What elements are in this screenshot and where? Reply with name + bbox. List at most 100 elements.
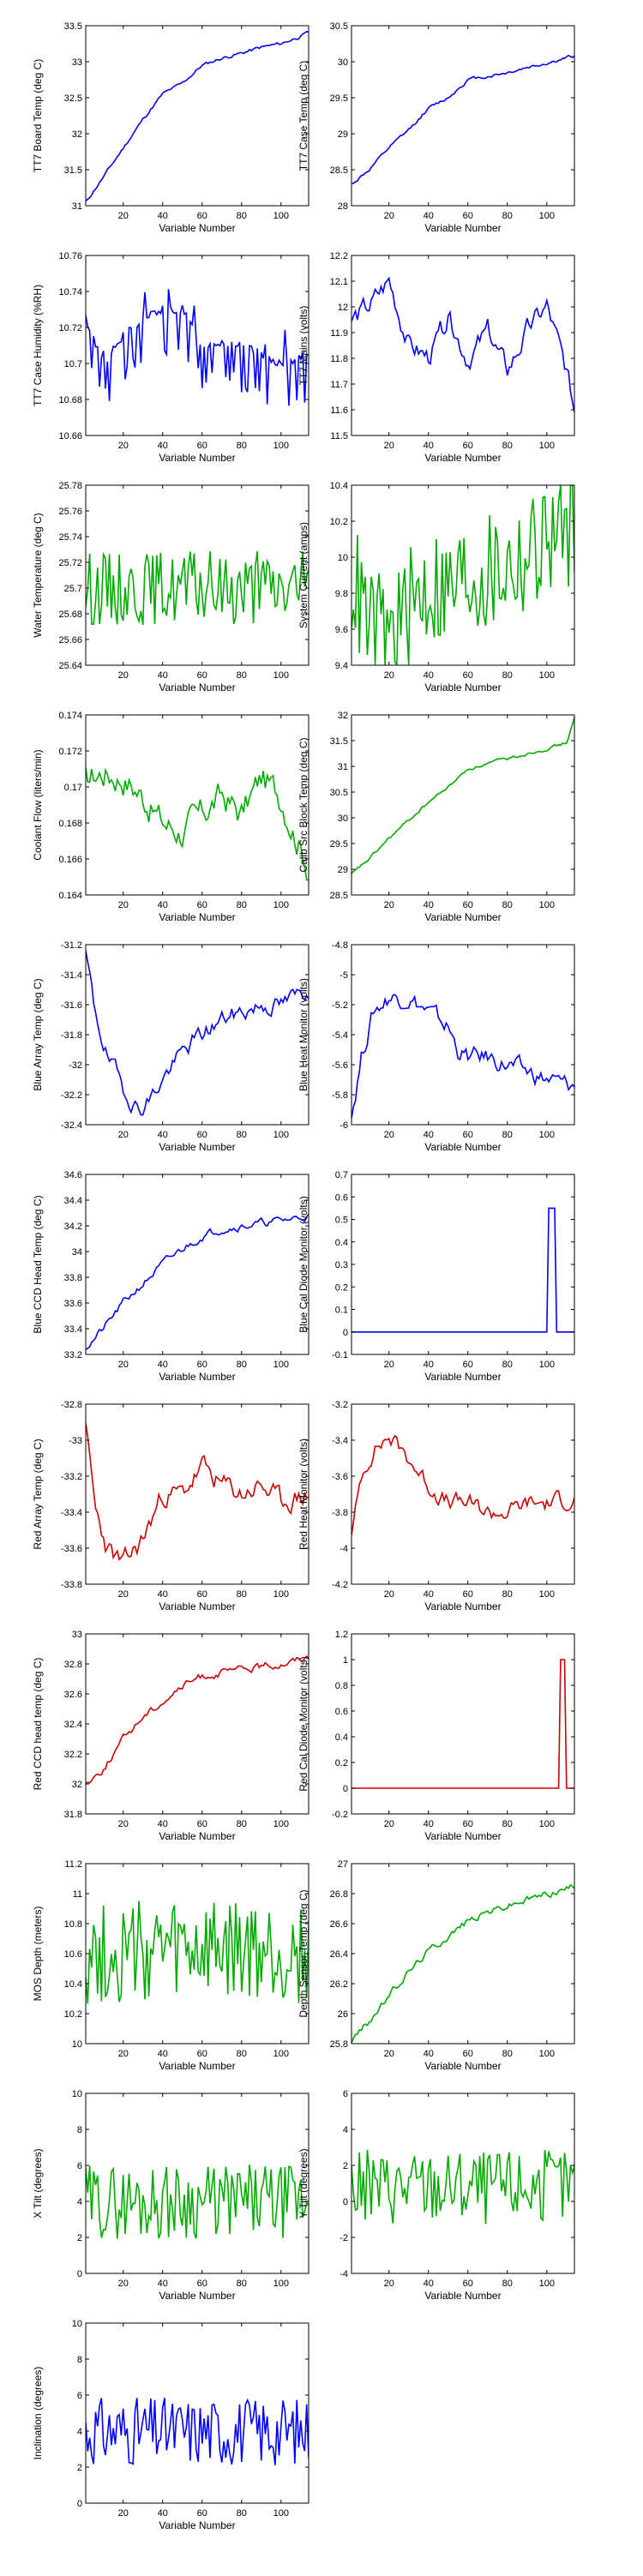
y-tick-label: 25.72 bbox=[58, 558, 82, 568]
x-tick-label: 60 bbox=[463, 900, 473, 910]
y-tick-label: -5.2 bbox=[332, 1000, 348, 1011]
y-tick-label: 10.76 bbox=[58, 251, 82, 261]
chart-panel: 0.164 0.166 0.168 0.17 0.172 0.174 20 40 60 80 100… bbox=[32, 711, 309, 923]
y-tick-label: 29 bbox=[338, 129, 348, 140]
x-tick-label: 20 bbox=[384, 1360, 394, 1370]
x-axis-label: Variable Number bbox=[159, 2290, 235, 2302]
x-tick-label: 80 bbox=[237, 2508, 247, 2519]
axes-box bbox=[85, 1174, 309, 1355]
series-line bbox=[352, 1659, 574, 1789]
x-tick-label: 60 bbox=[463, 441, 473, 451]
x-tick-label: 80 bbox=[237, 1819, 247, 1829]
y-tick-label: -6 bbox=[340, 1120, 348, 1131]
y-tick-label: 32 bbox=[72, 1780, 82, 1790]
x-tick-label: 20 bbox=[118, 1589, 129, 1600]
y-tick-label: 0.4 bbox=[335, 1732, 348, 1743]
x-tick-label: 60 bbox=[463, 2049, 473, 2059]
y-tick-label: -0.1 bbox=[332, 1350, 348, 1360]
x-tick-label: 20 bbox=[118, 2049, 129, 2059]
y-tick-label: 0 bbox=[343, 2197, 348, 2207]
y-tick-label: 8 bbox=[77, 2355, 82, 2365]
series-line bbox=[86, 2398, 309, 2465]
x-axis-label: Variable Number bbox=[159, 452, 235, 464]
axes-box bbox=[351, 2093, 575, 2274]
x-tick-label: 80 bbox=[502, 900, 513, 910]
series-line bbox=[86, 2165, 309, 2239]
y-tick-label: -4 bbox=[340, 1544, 348, 1554]
x-tick-label: 40 bbox=[424, 1130, 434, 1140]
x-axis-label: Variable Number bbox=[424, 1141, 501, 1153]
chart-panel: 0 2 4 6 8 10 20 40 60 80 100 Variable Number Inclina… bbox=[32, 2319, 309, 2531]
y-axis-label: Red Cal Diode Monitor (volts) bbox=[297, 1656, 309, 1791]
chart-panel: 10.66 10.68 10.7 10.72 10.74 10.76 20 40 60 80 100… bbox=[32, 251, 309, 464]
y-axis-label: Blue Cal Diode Monitor (volts) bbox=[297, 1196, 309, 1332]
chart-panel: 25.64 25.66 25.68 25.7 25.72 25.74 25.76 25.78 2… bbox=[32, 481, 309, 694]
y-axis-label: Calib Src Block Temp (deg C) bbox=[297, 737, 309, 872]
y-tick-label: 32.6 bbox=[64, 1690, 82, 1700]
y-axis-label: TT7 Mains (volts) bbox=[297, 306, 309, 386]
x-tick-label: 20 bbox=[384, 2049, 394, 2059]
y-tick-label: 0.6 bbox=[335, 1707, 348, 1717]
y-tick-label: 0.4 bbox=[335, 1238, 348, 1248]
y-tick-label: -32 bbox=[69, 1060, 82, 1071]
y-tick-label: 33.5 bbox=[64, 21, 82, 32]
x-tick-label: 40 bbox=[424, 670, 434, 681]
x-tick-label: 40 bbox=[158, 2279, 168, 2289]
chart-panel: -0.1 0 0.1 0.2 0.3 0.4 0.5 0.6 0.7 20 40 60 80 100 Var… bbox=[297, 1170, 575, 1383]
x-axis-label: Variable Number bbox=[424, 2290, 501, 2302]
series-line bbox=[352, 717, 574, 874]
x-tick-label: 100 bbox=[273, 2508, 289, 2519]
y-tick-label: -4.8 bbox=[332, 940, 348, 951]
x-tick-label: 80 bbox=[502, 670, 513, 681]
y-tick-label: -3.6 bbox=[332, 1472, 348, 1482]
x-axis-label: Variable Number bbox=[424, 682, 501, 694]
y-tick-label: 26.6 bbox=[330, 1919, 348, 1930]
y-tick-label: 0.166 bbox=[58, 855, 82, 865]
x-tick-label: 20 bbox=[384, 211, 394, 221]
x-tick-label: 40 bbox=[158, 1130, 168, 1140]
y-tick-label: 29 bbox=[338, 865, 348, 875]
y-tick-label: 12.1 bbox=[330, 277, 348, 287]
x-tick-label: 100 bbox=[273, 211, 289, 221]
x-tick-label: 20 bbox=[118, 670, 129, 681]
x-tick-label: 20 bbox=[118, 441, 129, 451]
x-tick-label: 20 bbox=[384, 441, 394, 451]
x-tick-label: 100 bbox=[273, 1589, 289, 1600]
x-tick-label: 100 bbox=[539, 1360, 555, 1370]
series-line bbox=[86, 1214, 309, 1350]
x-tick-label: 100 bbox=[539, 2279, 555, 2289]
y-tick-label: 1.2 bbox=[335, 1630, 348, 1640]
x-tick-label: 100 bbox=[273, 900, 289, 910]
x-axis-label: Variable Number bbox=[159, 911, 235, 923]
x-tick-label: 100 bbox=[273, 670, 289, 681]
y-tick-label: 32.2 bbox=[64, 1750, 82, 1760]
x-tick-label: 60 bbox=[197, 670, 207, 681]
x-tick-label: 60 bbox=[197, 1360, 207, 1370]
chart-panel: 25.8 26 26.2 26.4 26.6 26.8 27 20 40 60 80 100 Varia… bbox=[297, 1859, 575, 2072]
y-tick-label: 31 bbox=[338, 762, 348, 772]
axes-box bbox=[351, 25, 575, 207]
y-axis-label: Blue Array Temp (deg C) bbox=[32, 978, 44, 1090]
y-tick-label: 25.74 bbox=[58, 532, 82, 543]
y-tick-label: 0.2 bbox=[335, 1758, 348, 1768]
y-tick-label: 31.5 bbox=[330, 736, 348, 747]
y-tick-label: 4 bbox=[343, 2125, 348, 2135]
y-tick-label: 8 bbox=[77, 2125, 82, 2135]
chart-panel: 0 2 4 6 8 10 20 40 60 80 100 Variable Number X Tilt … bbox=[32, 2089, 309, 2302]
x-axis-label: Variable Number bbox=[424, 1371, 501, 1383]
x-tick-label: 80 bbox=[237, 211, 247, 221]
x-tick-label: 40 bbox=[424, 211, 434, 221]
x-tick-label: 20 bbox=[384, 1589, 394, 1600]
y-tick-label: 25.64 bbox=[58, 661, 82, 671]
y-tick-label: 6 bbox=[77, 2161, 82, 2171]
y-axis-label: Red Heat Monitor (volts) bbox=[297, 1438, 309, 1550]
y-tick-label: 33.6 bbox=[64, 1299, 82, 1309]
axes-box bbox=[85, 255, 309, 436]
y-tick-label: 0.172 bbox=[58, 747, 82, 757]
x-axis-label: Variable Number bbox=[424, 2060, 501, 2072]
y-tick-label: 4 bbox=[77, 2197, 82, 2207]
series-line bbox=[352, 994, 574, 1119]
y-tick-label: 10.8 bbox=[64, 1919, 82, 1930]
axes-box bbox=[85, 1403, 309, 1585]
